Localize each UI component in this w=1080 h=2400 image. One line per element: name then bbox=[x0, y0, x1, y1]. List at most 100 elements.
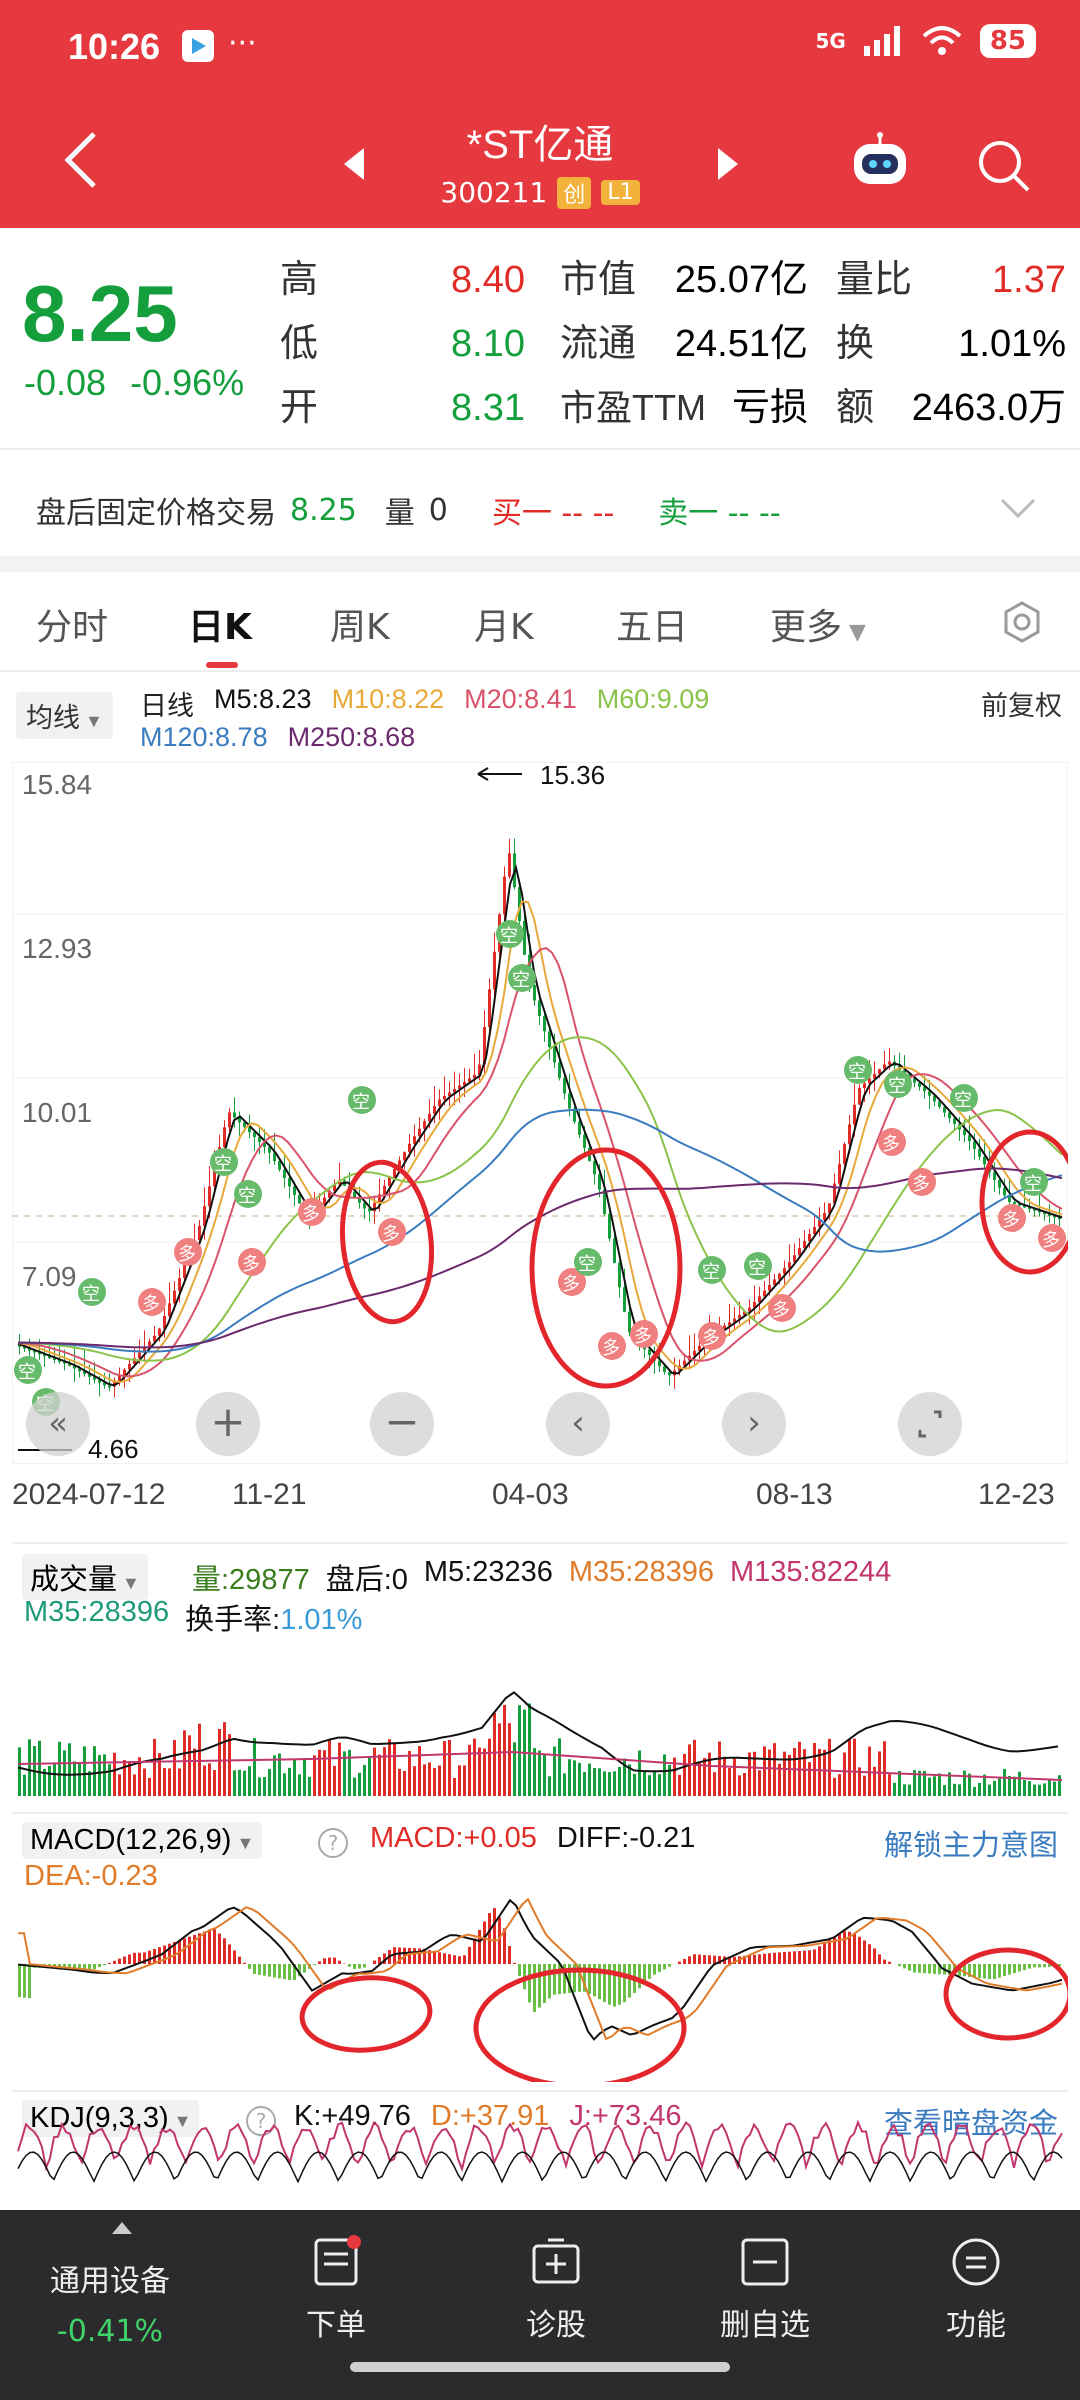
annotation-circle bbox=[339, 1159, 435, 1325]
candle-body bbox=[103, 1382, 106, 1386]
after-hours-row[interactable]: 盘后固定价格交易 8.25 量 0 买一 -- -- 卖一 -- -- bbox=[0, 470, 1080, 550]
volume-bar bbox=[218, 1728, 221, 1796]
adjust-mode[interactable]: 前复权 bbox=[981, 691, 1062, 721]
tab-intraday[interactable]: 分时 bbox=[36, 607, 109, 648]
macd-bar bbox=[753, 1954, 756, 1964]
macd-bar bbox=[228, 1944, 231, 1964]
macd-bar bbox=[133, 1952, 136, 1964]
volume-bar bbox=[328, 1740, 331, 1796]
tab-weekly-k[interactable]: 周K bbox=[330, 607, 390, 648]
help-icon[interactable]: ? bbox=[318, 1828, 348, 1858]
macd-bar bbox=[623, 1964, 626, 2003]
volume-bar bbox=[198, 1723, 201, 1796]
macd-bar bbox=[808, 1950, 811, 1964]
gesture-handle bbox=[350, 2362, 730, 2372]
open-value: 8.31 bbox=[451, 387, 525, 429]
macd-bar bbox=[628, 1964, 631, 1998]
diagnose-button[interactable]: 诊股 bbox=[526, 2234, 586, 2344]
volume-bar bbox=[193, 1748, 196, 1796]
sector-info[interactable]: 通用设备 -0.41% bbox=[50, 2256, 170, 2349]
chevron-down-icon[interactable] bbox=[1000, 498, 1036, 520]
candle-body bbox=[208, 1186, 211, 1207]
kdj-panel[interactable]: KDJ(9,3,3) ▼ ? K:+49.76 D:+37.91 J:+73.4… bbox=[12, 2090, 1068, 2210]
volume-bar bbox=[1018, 1771, 1021, 1796]
volume-bar bbox=[473, 1738, 476, 1796]
candle-body bbox=[593, 1161, 596, 1175]
candle-body bbox=[1003, 1187, 1006, 1196]
wifi-icon bbox=[922, 26, 962, 55]
search-icon[interactable] bbox=[976, 138, 1032, 194]
order-button[interactable]: 下单 bbox=[306, 2234, 366, 2344]
macd-bar bbox=[873, 1948, 876, 1964]
macd-bar bbox=[778, 1952, 781, 1964]
volume-bar bbox=[973, 1786, 976, 1796]
macd-panel[interactable]: MACD(12,26,9) ▼ ? MACD:+0.05 DIFF:-0.21 … bbox=[12, 1812, 1068, 2082]
candle-body bbox=[568, 1093, 571, 1109]
macd-bar bbox=[1058, 1964, 1061, 1967]
macd-bar bbox=[78, 1964, 81, 1969]
volume-bar bbox=[233, 1770, 236, 1796]
top-header: 10:26 ··· 5G 85 *ST亿通 300211 创 L1 bbox=[0, 0, 1080, 228]
quote-col-2: 市值 25.07亿 流通 24.51亿 市盈TTM 亏损 bbox=[560, 248, 808, 440]
function-button[interactable]: 功能 bbox=[946, 2234, 1006, 2344]
zoom-in-button[interactable]: + bbox=[196, 1392, 260, 1456]
macd-bar bbox=[263, 1964, 266, 1976]
remove-watchlist-button[interactable]: 删自选 bbox=[720, 2234, 810, 2344]
candle-body bbox=[398, 1160, 401, 1169]
tab-daily-k[interactable]: 日K bbox=[188, 607, 252, 648]
macd-bar bbox=[458, 1956, 461, 1964]
volume-panel[interactable]: 成交量 ▼ 量:29877 盘后:0 M5:23236 M35:28396 M1… bbox=[12, 1542, 1068, 1804]
macd-bar bbox=[1023, 1964, 1026, 1971]
caret-down-icon: ▼ bbox=[842, 620, 866, 645]
candle-body bbox=[753, 1301, 756, 1308]
candle-body bbox=[408, 1143, 411, 1153]
robot-assistant-icon[interactable] bbox=[848, 132, 912, 190]
candle-body bbox=[963, 1129, 966, 1136]
candle-body bbox=[48, 1356, 51, 1359]
tab-monthly-k[interactable]: 月K bbox=[474, 607, 534, 648]
macd-bar bbox=[128, 1954, 131, 1964]
candle-body bbox=[538, 1000, 541, 1016]
volume-bar bbox=[838, 1774, 841, 1796]
settings-icon[interactable] bbox=[1000, 600, 1044, 644]
macd-bar bbox=[883, 1959, 886, 1964]
macd-bar bbox=[423, 1948, 426, 1964]
tab-five-day[interactable]: 五日 bbox=[616, 607, 689, 648]
scroll-right-button[interactable]: › bbox=[722, 1392, 786, 1456]
next-stock-icon[interactable] bbox=[718, 148, 738, 180]
candle-body bbox=[978, 1148, 981, 1157]
rewind-button[interactable]: « bbox=[26, 1392, 90, 1456]
volume-bar bbox=[303, 1758, 306, 1796]
help-icon[interactable]: ? bbox=[246, 2106, 276, 2136]
tab-more[interactable]: 更多 ▼ bbox=[770, 598, 866, 650]
macd-bar bbox=[353, 1964, 356, 1970]
volume-selector[interactable]: 成交量 ▼ bbox=[22, 1554, 148, 1600]
quote-label: 换 bbox=[836, 323, 875, 365]
macd-bar bbox=[398, 1947, 401, 1964]
macd-bar bbox=[93, 1964, 96, 1970]
candle-body bbox=[1033, 1208, 1036, 1211]
macd-bar bbox=[283, 1964, 286, 1980]
zoom-out-button[interactable]: − bbox=[370, 1392, 434, 1456]
candle-body bbox=[603, 1189, 606, 1215]
back-arrow-icon[interactable] bbox=[60, 130, 104, 190]
unlock-main-intent-link[interactable]: 解锁主力意图 bbox=[883, 1830, 1058, 1862]
prev-stock-icon[interactable] bbox=[344, 148, 364, 180]
volume-bar bbox=[148, 1777, 151, 1796]
volume-bar bbox=[423, 1764, 426, 1796]
scroll-left-button[interactable]: ‹ bbox=[546, 1392, 610, 1456]
dark-pool-funds-link[interactable]: 查看暗盘资金 bbox=[883, 2108, 1058, 2140]
volume-bar bbox=[103, 1754, 106, 1796]
after-hours-volume: 盘后:0 bbox=[325, 1564, 408, 1596]
fullscreen-button[interactable] bbox=[898, 1392, 962, 1456]
macd-bar bbox=[693, 1954, 696, 1964]
macd-bar bbox=[393, 1947, 396, 1964]
collapse-caret-icon[interactable] bbox=[112, 2222, 132, 2234]
sell-signal-bubble bbox=[884, 1070, 912, 1098]
kline-chart[interactable]: 多多多多多多多多多多多多多多空空空空空空空空空空空空空空空 15.84 12.9… bbox=[11, 760, 1080, 1465]
macd-bar bbox=[538, 1964, 541, 2008]
ma-selector-label: 均线 bbox=[26, 703, 80, 733]
ma-selector[interactable]: 均线 ▼ bbox=[16, 692, 113, 739]
macd-selector[interactable]: MACD(12,26,9) ▼ bbox=[22, 1822, 263, 1859]
macd-bar bbox=[788, 1951, 791, 1964]
